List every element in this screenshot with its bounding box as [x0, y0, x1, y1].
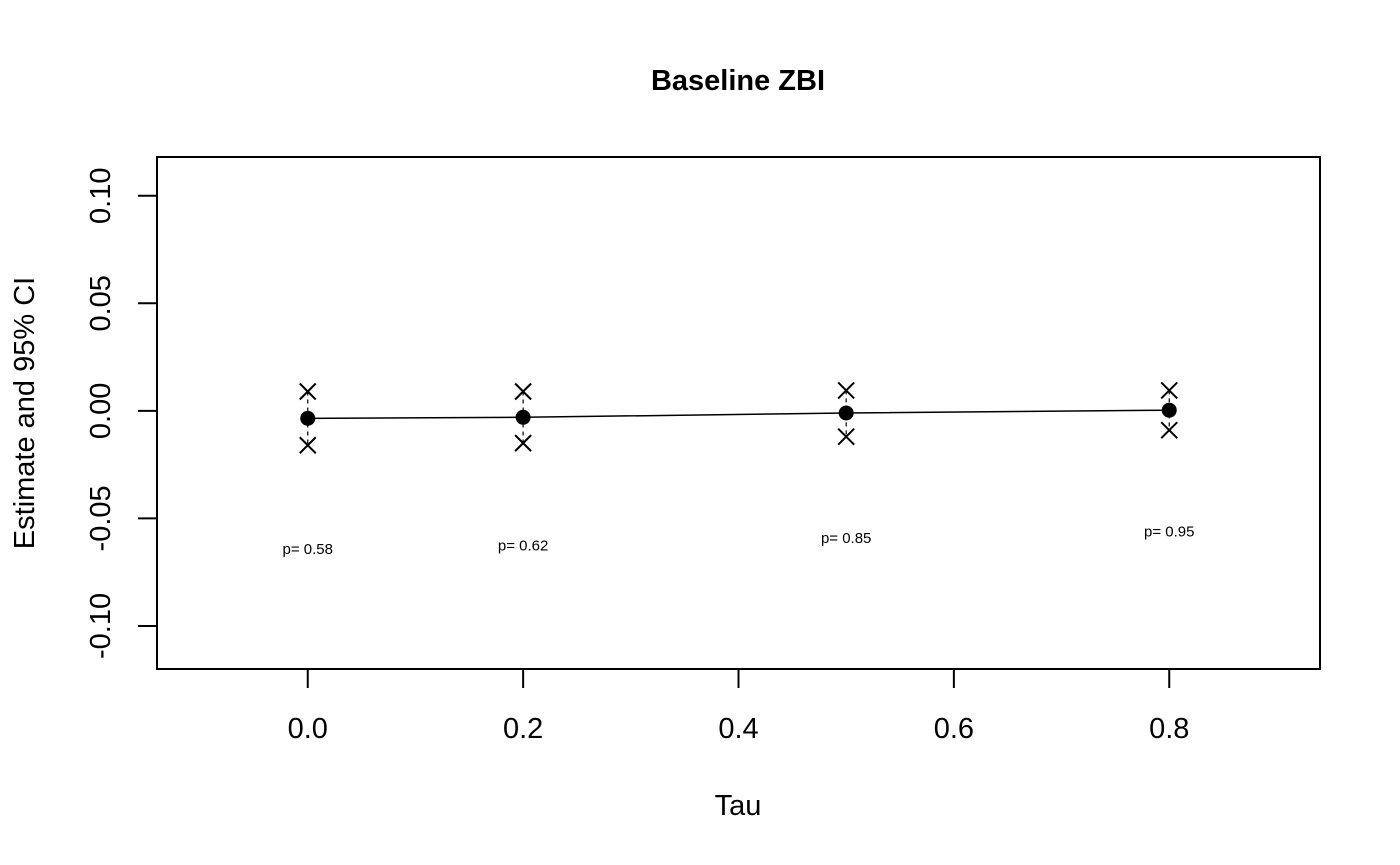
- y-tick-label: 0.05: [85, 275, 117, 331]
- y-axis: -0.10 -0.05 0.00 0.05 0.10: [85, 167, 158, 659]
- estimate-point: [1161, 402, 1177, 418]
- estimate-point: [515, 409, 531, 425]
- p-value-label: p= 0.58: [283, 541, 333, 558]
- x-axis: 0.0 0.2 0.4 0.6 0.8: [288, 668, 1189, 745]
- ci-upper-marker: [837, 381, 855, 400]
- p-value-label: p= 0.85: [821, 530, 871, 547]
- x-tick-label: 0.2: [503, 713, 543, 745]
- ci-upper-marker: [514, 382, 532, 401]
- ci-upper-marker: [1160, 381, 1178, 400]
- ci-lower-marker: [1160, 421, 1178, 439]
- chart-title: Baseline ZBI: [651, 65, 825, 97]
- y-tick-label: -0.10: [85, 593, 117, 659]
- x-tick-label: 0.4: [718, 713, 758, 745]
- p-value-label: p= 0.62: [498, 538, 548, 555]
- estimate-line: [307, 409, 1170, 420]
- ci-lower-marker: [514, 434, 532, 452]
- estimate-series: p= 0.58 p= 0.62 p= 0.85 p= 0.95: [283, 381, 1194, 558]
- y-tick-label: -0.05: [85, 485, 117, 551]
- estimate-point: [300, 410, 316, 426]
- ci-lower-marker: [299, 436, 317, 454]
- y-axis-label: Estimate and 95% CI: [9, 277, 41, 549]
- y-tick-label: 0.00: [85, 383, 117, 439]
- x-tick-label: 0.0: [288, 713, 328, 745]
- x-tick-label: 0.6: [934, 713, 974, 745]
- x-axis-label: Tau: [715, 790, 762, 822]
- ci-upper-marker: [299, 382, 317, 401]
- plot-frame: [156, 156, 1321, 670]
- p-value-label: p= 0.95: [1144, 524, 1194, 541]
- x-tick-label: 0.8: [1149, 713, 1189, 745]
- ci-lower-marker: [837, 427, 855, 446]
- estimate-point: [838, 405, 854, 421]
- y-tick-label: 0.10: [85, 167, 117, 223]
